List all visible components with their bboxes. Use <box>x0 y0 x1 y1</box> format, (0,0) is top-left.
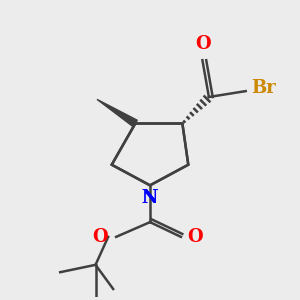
Text: Br: Br <box>252 79 276 97</box>
Text: O: O <box>93 228 108 246</box>
Text: N: N <box>142 189 158 207</box>
Polygon shape <box>97 99 137 127</box>
Text: O: O <box>188 228 203 246</box>
Text: N: N <box>142 189 158 207</box>
Text: O: O <box>195 35 211 53</box>
